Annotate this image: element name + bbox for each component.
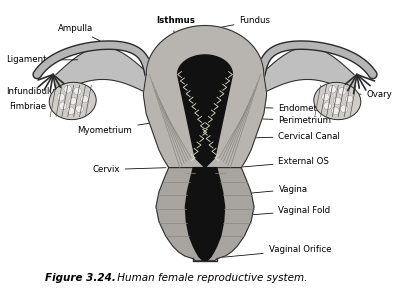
Text: Vagina: Vagina: [232, 185, 307, 195]
Circle shape: [64, 85, 72, 93]
Circle shape: [321, 93, 329, 101]
Text: Fundus: Fundus: [207, 16, 270, 30]
Circle shape: [59, 102, 67, 110]
Text: Human female reproductive system.: Human female reproductive system.: [114, 273, 306, 283]
Ellipse shape: [313, 82, 360, 120]
Polygon shape: [177, 55, 232, 168]
Circle shape: [69, 97, 76, 105]
Circle shape: [323, 102, 330, 110]
Text: Cervical Canal: Cervical Canal: [241, 132, 339, 141]
Circle shape: [333, 97, 340, 105]
Circle shape: [75, 105, 83, 113]
Circle shape: [344, 95, 352, 103]
Text: Endometrium: Endometrium: [227, 104, 336, 113]
Text: External OS: External OS: [236, 157, 328, 167]
Text: Myometrium: Myometrium: [77, 121, 163, 135]
Circle shape: [328, 85, 335, 93]
Polygon shape: [155, 168, 254, 261]
Ellipse shape: [49, 82, 96, 120]
Circle shape: [330, 107, 338, 115]
Circle shape: [339, 105, 347, 113]
Polygon shape: [56, 47, 149, 94]
Text: Ampulla: Ampulla: [58, 24, 119, 51]
Text: Perimetrium: Perimetrium: [256, 116, 331, 125]
Text: Cervix: Cervix: [92, 165, 166, 174]
Circle shape: [337, 87, 345, 95]
Text: Infundibulum: Infundibulum: [6, 87, 72, 96]
Text: Figure 3.24.: Figure 3.24.: [45, 273, 116, 283]
Polygon shape: [185, 168, 224, 261]
Text: Ligament: Ligament: [6, 55, 78, 64]
Text: Isthmus: Isthmus: [155, 16, 194, 67]
Text: Ovary: Ovary: [339, 90, 391, 99]
Polygon shape: [260, 47, 353, 94]
Text: Fimbriae: Fimbriae: [9, 95, 62, 111]
Text: Vaginal Fold: Vaginal Fold: [230, 206, 330, 217]
Circle shape: [57, 93, 65, 101]
Circle shape: [74, 87, 81, 95]
Polygon shape: [143, 26, 266, 168]
Text: Vaginal Orifice: Vaginal Orifice: [219, 245, 330, 258]
Circle shape: [80, 95, 88, 103]
Circle shape: [67, 107, 74, 115]
